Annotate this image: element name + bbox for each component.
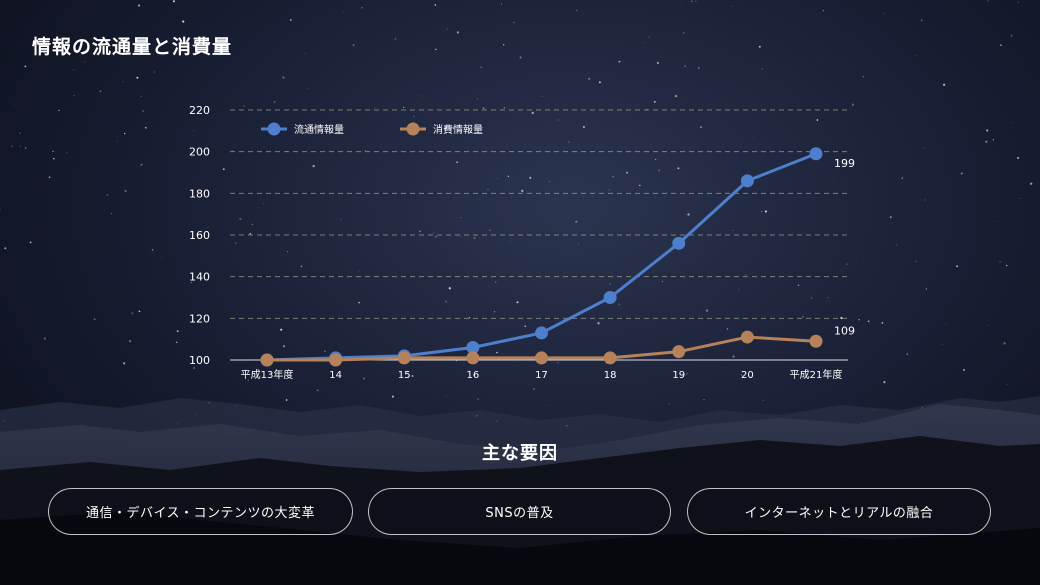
y-axis: 100 120 140 160 180 200 220 bbox=[189, 104, 210, 367]
data-point bbox=[466, 351, 480, 365]
legend-marker bbox=[406, 122, 420, 136]
x-tick-label: 平成21年度 bbox=[790, 368, 843, 381]
x-tick-label: 19 bbox=[672, 370, 685, 381]
data-point bbox=[603, 291, 617, 304]
data-point bbox=[397, 351, 411, 365]
x-tick-label: 17 bbox=[535, 370, 548, 381]
chart-grid bbox=[230, 109, 848, 361]
y-tick-label: 200 bbox=[189, 146, 210, 159]
y-tick-label: 120 bbox=[189, 312, 210, 325]
legend-label: 消費情報量 bbox=[433, 123, 483, 136]
data-point bbox=[329, 353, 343, 367]
x-tick-label: 15 bbox=[398, 370, 411, 381]
factor-pill-internet: インターネットとリアルの融合 bbox=[687, 488, 991, 535]
factors-title: 主な要因 bbox=[482, 443, 558, 464]
x-tick-label: 16 bbox=[467, 370, 480, 381]
data-point bbox=[672, 345, 686, 359]
chart-legend: 流通情報量 消費情報量 bbox=[261, 122, 483, 136]
x-axis: 平成13年度 14 15 16 17 18 19 20 平成21年度 bbox=[241, 368, 843, 381]
y-tick-label: 100 bbox=[189, 354, 210, 367]
y-tick-label: 220 bbox=[189, 104, 210, 117]
data-point bbox=[672, 236, 686, 250]
data-point bbox=[740, 330, 754, 344]
x-tick-label: 平成13年度 bbox=[241, 368, 294, 381]
end-value-label: 109 bbox=[834, 324, 855, 337]
x-tick-label: 18 bbox=[604, 370, 617, 381]
data-point bbox=[603, 351, 617, 365]
legend-marker bbox=[267, 122, 281, 136]
data-point bbox=[535, 351, 548, 365]
data-point bbox=[809, 334, 823, 348]
data-point bbox=[466, 341, 480, 354]
legend-label: 流通情報量 bbox=[294, 123, 344, 136]
y-tick-label: 180 bbox=[189, 187, 210, 200]
factor-pill-device: 通信・デバイス・コンテンツの大変革 bbox=[48, 488, 353, 535]
chart-series: 199 109 bbox=[260, 147, 855, 367]
x-tick-label: 20 bbox=[741, 370, 754, 381]
x-tick-label: 14 bbox=[329, 370, 342, 381]
data-point bbox=[809, 147, 823, 161]
data-point bbox=[260, 353, 274, 367]
page-title: 情報の流通量と消費量 bbox=[32, 36, 233, 58]
data-point bbox=[740, 174, 754, 188]
data-point bbox=[535, 326, 548, 340]
end-value-label: 199 bbox=[834, 157, 855, 170]
y-tick-label: 160 bbox=[189, 229, 210, 242]
factor-pill-sns: SNSの普及 bbox=[368, 488, 671, 535]
y-tick-label: 140 bbox=[189, 271, 210, 284]
